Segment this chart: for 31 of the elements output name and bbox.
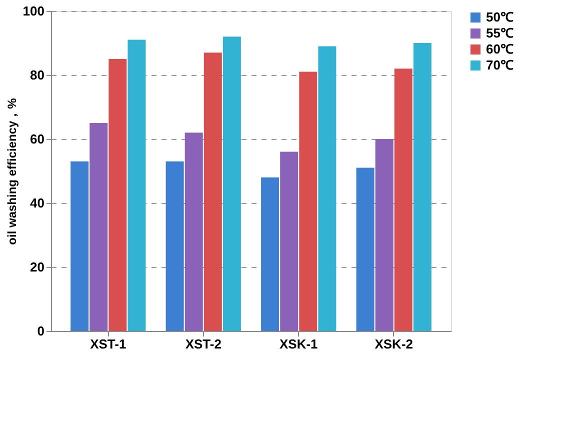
legend-label: 50℃ [486, 10, 514, 24]
bar [222, 36, 241, 331]
bar [128, 40, 146, 331]
x-tick-label: XST-1 [90, 336, 126, 352]
bar [299, 72, 318, 331]
x-tick-label: XSK-2 [374, 336, 414, 352]
bar [70, 161, 89, 331]
bar [318, 46, 336, 331]
bar [394, 68, 412, 331]
y-tick-label: 40 [30, 196, 44, 210]
y-tick-label: 100 [22, 4, 44, 18]
bar [204, 52, 222, 331]
bar [184, 132, 203, 331]
x-tick-label: XSK-1 [279, 336, 318, 352]
legend-label: 60℃ [486, 42, 514, 56]
bar [356, 168, 374, 331]
bar [261, 177, 280, 331]
bar [375, 139, 394, 331]
y-axis-title: oil washing efficiency，% [4, 98, 19, 245]
bar [280, 152, 298, 331]
y-tick-label: 60 [30, 132, 44, 146]
y-tick-label: 0 [37, 324, 44, 338]
legend-label: 70℃ [486, 58, 514, 72]
bar [90, 123, 108, 331]
legend-label: 55℃ [486, 26, 514, 40]
x-tick-label: XST-2 [185, 336, 222, 352]
bar [166, 161, 184, 331]
bar [108, 59, 127, 331]
y-tick-label: 80 [30, 68, 44, 82]
bar [413, 43, 432, 331]
y-tick-label: 20 [30, 260, 44, 274]
